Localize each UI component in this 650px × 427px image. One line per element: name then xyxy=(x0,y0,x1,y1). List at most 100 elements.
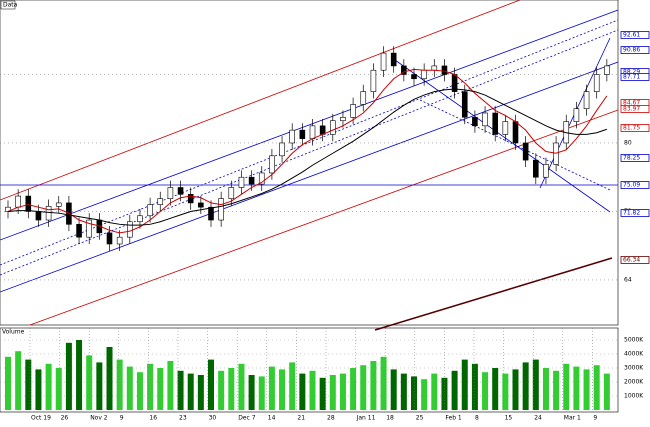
volume-bar xyxy=(309,370,316,410)
volume-bar xyxy=(116,359,123,410)
volume-bar xyxy=(471,363,478,410)
volume-bar xyxy=(350,368,357,410)
price-marker xyxy=(620,46,650,54)
candle-body xyxy=(431,65,438,71)
volume-bar xyxy=(197,375,204,410)
volume-bar xyxy=(329,375,336,410)
candle-body xyxy=(187,194,194,204)
volume-bar xyxy=(370,361,377,410)
volume-bar xyxy=(279,369,286,410)
volume-tick-label: 3000K xyxy=(624,365,644,372)
candle-body xyxy=(370,69,377,92)
volume-frame xyxy=(0,327,619,413)
x-tick-label: 18 xyxy=(386,415,394,422)
volume-bar xyxy=(167,361,174,410)
candle-body xyxy=(522,142,529,161)
volume-bar xyxy=(177,370,184,410)
x-tick-label: 9 xyxy=(120,415,124,422)
volume-bar xyxy=(400,373,407,410)
volume-bar xyxy=(563,363,570,410)
candle-body xyxy=(106,232,113,245)
channel-line xyxy=(394,59,611,213)
candle-body xyxy=(360,91,367,105)
candle-body xyxy=(25,195,32,212)
title-box xyxy=(0,0,16,10)
candle-body xyxy=(269,155,275,174)
volume-bar xyxy=(461,359,468,410)
candle-body xyxy=(401,65,407,75)
volume-bar xyxy=(319,377,326,410)
candle-body xyxy=(167,187,174,199)
channel-line xyxy=(0,61,619,293)
candle-body xyxy=(45,206,52,221)
long-average xyxy=(374,257,613,331)
candle-body xyxy=(543,164,549,178)
volume-bar xyxy=(360,365,367,410)
candle-body xyxy=(532,159,539,178)
volume-bar xyxy=(157,368,164,410)
volume-bar xyxy=(65,342,72,410)
volume-bar xyxy=(268,366,275,410)
volume-bar xyxy=(96,362,103,410)
candle-body xyxy=(309,125,316,139)
candle-body xyxy=(177,187,184,195)
candle-body xyxy=(35,211,42,221)
x-tick-label: Dec 7 xyxy=(238,415,256,422)
price-marker xyxy=(620,73,650,81)
volume-bar xyxy=(593,365,600,410)
price-marker xyxy=(620,181,650,189)
candle-body xyxy=(289,129,296,144)
volume-bar xyxy=(421,379,428,410)
volume-bar xyxy=(512,369,519,410)
volume-bar xyxy=(573,366,580,410)
volume-label: Volume xyxy=(2,329,25,336)
price-marker-label: 81.75 xyxy=(623,124,640,131)
volume-bar xyxy=(542,368,549,410)
volume-bar xyxy=(238,363,245,410)
candle-body xyxy=(147,204,153,217)
volume-bar xyxy=(502,373,509,410)
price-marker-label: 88.29 xyxy=(623,69,640,76)
price-marker-label: 83.97 xyxy=(623,105,640,112)
volume-bar xyxy=(228,368,235,410)
x-tick-label: 28 xyxy=(327,415,335,422)
channel-line xyxy=(29,109,619,326)
y-tick-label: 80 xyxy=(624,139,632,146)
price-marker-label: 87.71 xyxy=(623,73,640,80)
candle-body xyxy=(127,221,133,238)
moving-average xyxy=(7,88,608,226)
candle-body xyxy=(502,121,509,135)
x-tick-label: 21 xyxy=(297,415,305,422)
candle-body xyxy=(137,215,143,223)
volume-bar xyxy=(380,356,387,410)
volume-bar xyxy=(25,359,32,410)
candle-body xyxy=(340,116,346,122)
x-tick-label: Mar 1 xyxy=(564,415,581,422)
candle-body xyxy=(441,65,448,75)
volume-bar xyxy=(248,375,255,410)
candle-body xyxy=(421,69,427,80)
x-tick-label: 15 xyxy=(505,415,513,422)
price-marker-label: 78.25 xyxy=(623,154,640,161)
volume-bar xyxy=(339,373,346,410)
volume-bar xyxy=(583,369,590,410)
price-marker-label: 90.86 xyxy=(623,47,640,54)
candle-body xyxy=(55,202,62,207)
candle-body xyxy=(604,65,610,75)
volume-bar xyxy=(289,362,296,410)
price-marker-label: 75.09 xyxy=(623,182,640,189)
channel-line xyxy=(0,9,619,241)
price-marker-label: 84.67 xyxy=(623,99,640,106)
x-tick-label: 16 xyxy=(149,415,157,422)
volume-bar xyxy=(411,376,417,410)
candle-body xyxy=(5,206,11,212)
volume-bar xyxy=(441,377,448,410)
x-tick-label: 9 xyxy=(593,415,597,422)
price-marker xyxy=(620,154,650,162)
x-tick-label: 30 xyxy=(209,415,217,422)
volume-bar xyxy=(258,376,265,410)
x-tick-label: 26 xyxy=(61,415,69,422)
candle-body xyxy=(411,74,417,80)
price-marker xyxy=(620,31,650,39)
